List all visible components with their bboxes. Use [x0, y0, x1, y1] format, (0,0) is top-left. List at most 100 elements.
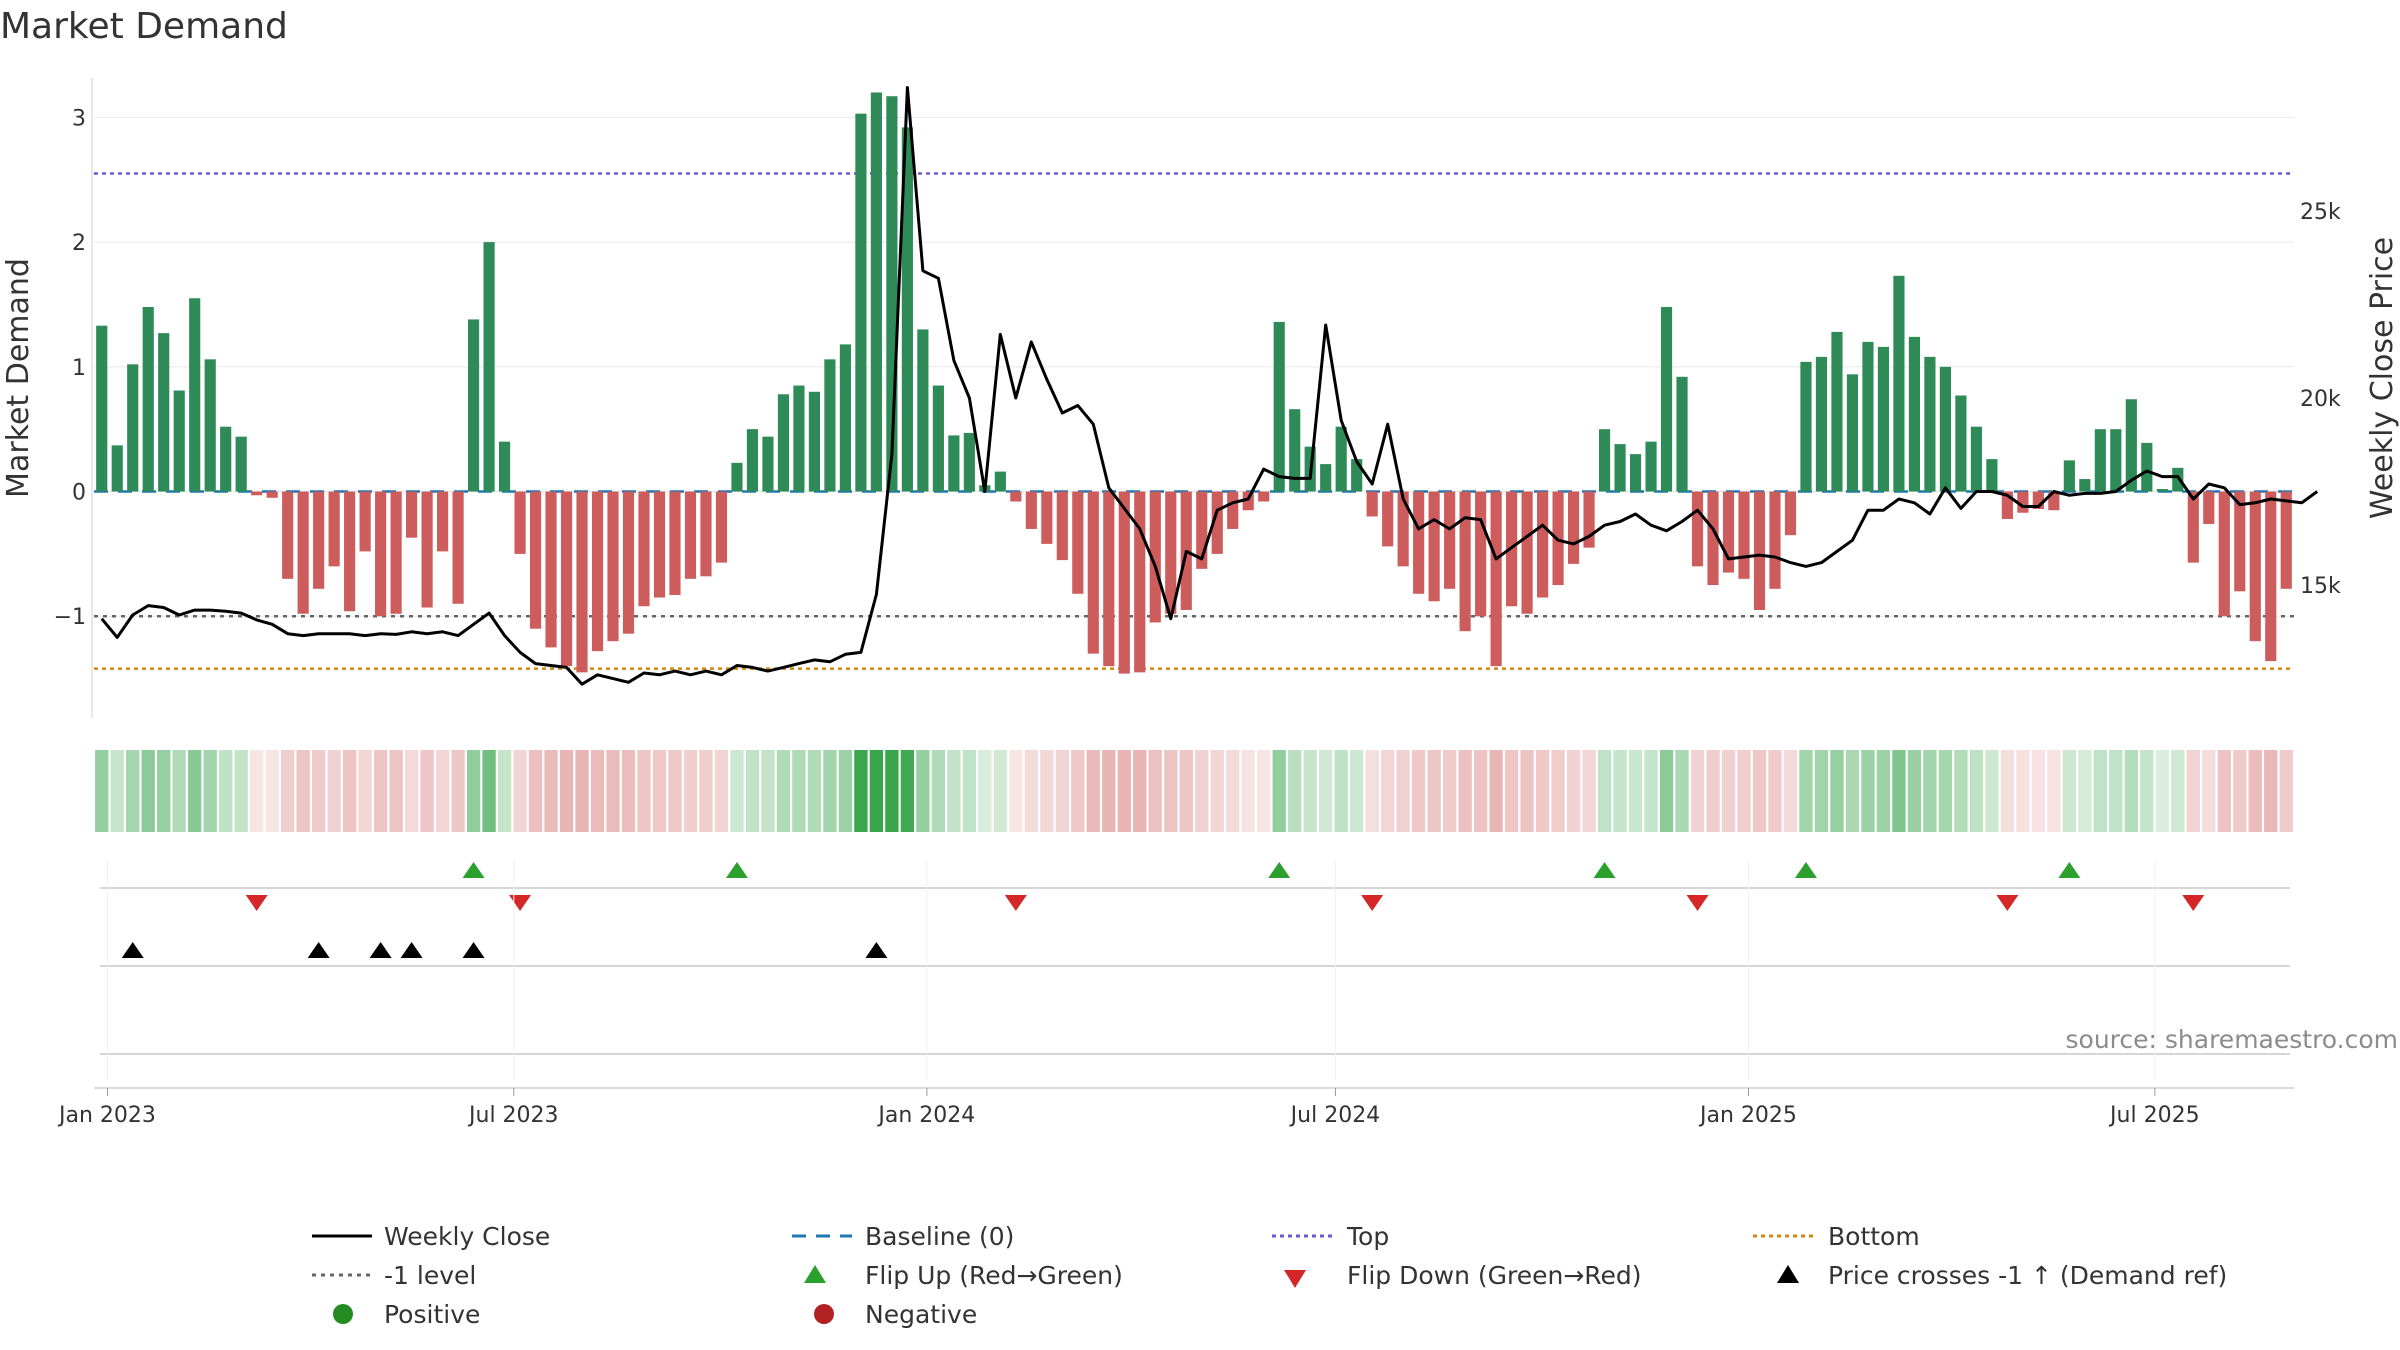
- heat-cell: [482, 750, 496, 832]
- demand-bar-negative: [421, 491, 433, 608]
- event-markers: [100, 862, 2290, 1055]
- demand-bar-negative: [684, 491, 697, 579]
- demand-bar-negative: [700, 491, 712, 577]
- demand-bar-positive: [762, 436, 774, 492]
- demand-bar-negative: [328, 491, 340, 567]
- heat-cell: [1520, 750, 1534, 832]
- demand-bar-positive: [1660, 306, 1673, 492]
- heat-cell: [1365, 750, 1379, 832]
- price-cross-marker: [369, 942, 392, 958]
- demand-bar-negative: [1521, 491, 1533, 614]
- legend-item-negative: Negative: [814, 1300, 977, 1329]
- heat-cell: [1814, 750, 1829, 832]
- y2-axis-label: Weekly Close Price: [2365, 237, 2400, 519]
- demand-bar-negative: [1459, 491, 1471, 632]
- demand-bar-positive: [1893, 275, 1905, 492]
- demand-bar-negative: [1025, 491, 1037, 529]
- demand-bar-positive: [2094, 429, 2106, 492]
- demand-bar-positive: [1970, 426, 1982, 492]
- heat-cell: [544, 750, 558, 832]
- demand-bar-negative: [1444, 491, 1456, 589]
- demand-bar-negative: [2280, 491, 2292, 589]
- heat-cell: [141, 750, 155, 832]
- heat-cell: [1876, 750, 1891, 832]
- demand-bar-positive: [1908, 336, 1920, 492]
- heat-cell: [1923, 750, 1937, 832]
- y-tick-label: 2: [72, 231, 86, 256]
- legend-label-price-cross: Price crosses -1 ↑ (Demand ref): [1828, 1261, 2227, 1290]
- heat-cell: [1551, 750, 1565, 832]
- demand-bar-negative: [2048, 491, 2060, 511]
- demand-bar-positive: [1846, 374, 1859, 492]
- heat-cell: [745, 750, 760, 832]
- heat-cell: [2186, 750, 2200, 832]
- heat-cell: [513, 750, 527, 832]
- demand-bar-positive: [777, 394, 790, 492]
- heat-cell: [126, 750, 140, 832]
- heat-cell: [652, 750, 667, 832]
- heat-cell: [1752, 750, 1767, 832]
- demand-bar-negative: [1227, 491, 1239, 529]
- y-axis-ticks: −1 0 1 2 3: [54, 78, 2294, 718]
- heat-cell: [1195, 750, 1209, 832]
- flip-down-marker: [245, 895, 268, 911]
- heat-cell: [962, 750, 977, 832]
- heat-cell: [1272, 750, 1286, 832]
- x-axis-ticks: Jan 2023 Jul 2023 Jan 2024 Jul 2024 Jan 2025…: [57, 860, 2294, 1128]
- demand-bar-negative: [1134, 491, 1146, 673]
- heat-cell: [1737, 750, 1751, 832]
- flip-up-marker: [1794, 862, 1817, 878]
- heat-cell: [823, 750, 837, 832]
- y-tick-label: 3: [72, 106, 86, 131]
- demand-bar-positive: [127, 364, 139, 492]
- heat-cell: [730, 750, 744, 832]
- demand-bar-negative: [560, 491, 573, 667]
- demand-bar-positive: [1645, 441, 1657, 492]
- demand-bar-positive: [158, 333, 170, 492]
- heat-cell: [699, 750, 713, 832]
- heat-cell: [1040, 750, 1054, 832]
- demand-bar-positive: [746, 429, 759, 492]
- demand-bar-positive: [839, 344, 851, 492]
- demand-bar-positive: [793, 385, 805, 492]
- price-cross-marker: [865, 942, 888, 958]
- demand-bar-positive: [235, 436, 247, 492]
- demand-bar-negative: [529, 491, 542, 629]
- demand-bar-positive: [483, 242, 495, 492]
- demand-bar-negative: [313, 491, 325, 589]
- flip-up-marker: [1268, 862, 1291, 878]
- heat-cell: [1055, 750, 1069, 832]
- demand-bar-negative: [1211, 491, 1223, 554]
- heat-cell: [435, 750, 450, 832]
- demand-bar-negative: [1366, 491, 1378, 517]
- heat-cell: [219, 750, 233, 832]
- demand-bar-positive: [1815, 356, 1828, 492]
- heat-cell: [668, 750, 682, 832]
- heat-cell: [792, 750, 806, 832]
- heat-cell: [1644, 750, 1658, 832]
- heat-cell: [1675, 750, 1689, 832]
- heat-cell: [1427, 750, 1441, 832]
- heat-cell: [528, 750, 543, 832]
- demand-bar-negative: [2218, 491, 2230, 617]
- heat-cell: [1954, 750, 1968, 832]
- heat-cell: [621, 750, 636, 832]
- legend-label-flip-down: Flip Down (Green→Red): [1347, 1261, 1642, 1290]
- legend-item-top: Top: [1272, 1222, 1389, 1251]
- positive-dot-icon: [333, 1304, 353, 1324]
- heat-cell: [1009, 750, 1023, 832]
- demand-bar-positive: [948, 435, 960, 492]
- demand-bar-negative: [591, 491, 604, 652]
- demand-bar-positive: [824, 359, 836, 492]
- heat-cell: [559, 750, 574, 832]
- heat-cell: [1179, 750, 1193, 832]
- demand-bar-negative: [1753, 491, 1766, 610]
- heat-cell: [420, 750, 434, 832]
- heat-cell: [1985, 750, 1999, 832]
- heat-cell: [1350, 750, 1364, 832]
- demand-bar-positive: [2156, 489, 2168, 492]
- heat-cell: [497, 750, 512, 832]
- heat-cell: [188, 750, 202, 832]
- heat-cell: [2171, 750, 2185, 832]
- demand-bar-negative: [1242, 491, 1254, 511]
